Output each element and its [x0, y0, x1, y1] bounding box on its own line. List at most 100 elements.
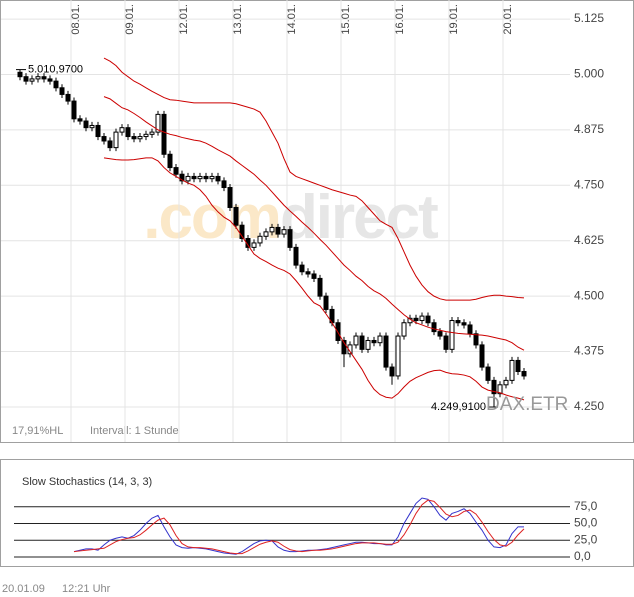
candle-body [53, 80, 59, 89]
candle-body [473, 333, 479, 346]
candle-body [47, 78, 53, 82]
candle-body [509, 359, 515, 381]
candle-body [227, 187, 233, 208]
candle-body [137, 136, 143, 140]
x-tick-label: 14.01. [286, 4, 298, 35]
y-tick-label: 4.875 [574, 122, 604, 136]
candle-body [233, 206, 239, 226]
candle-body [197, 175, 203, 180]
candle-body [263, 231, 269, 237]
candle-body [131, 136, 137, 140]
candle-body [359, 335, 365, 350]
candle-body [35, 76, 41, 80]
symbol-label: DAX.ETR [486, 394, 568, 415]
y-tick-label: 4.375 [574, 344, 604, 358]
candle-body [101, 136, 107, 142]
candle-body [431, 322, 437, 333]
candle-body [377, 335, 383, 344]
candle-body [209, 175, 215, 180]
candle-body [143, 133, 149, 138]
candle-body [425, 315, 431, 324]
y-tick-label: 4.625 [574, 233, 604, 247]
y-tick-label: 5.125 [574, 11, 604, 25]
x-tick-label: 16.01. [394, 4, 406, 35]
candle-body [311, 273, 317, 279]
candle-body [119, 127, 125, 133]
candle-body [251, 242, 257, 248]
candle-body [317, 277, 323, 297]
candle-body [299, 264, 305, 273]
stochastic-title: Slow Stochastics (14, 3, 3) [22, 476, 152, 488]
x-tick-label: 15.01. [340, 4, 352, 35]
candle-body [173, 167, 179, 175]
candle-body [437, 331, 443, 337]
candle-body [341, 339, 347, 355]
y-tick-label: 0,0 [574, 549, 591, 563]
candle-body [107, 140, 113, 149]
candle-body [179, 173, 185, 182]
candle-body [413, 317, 419, 322]
candle-body [29, 78, 35, 82]
candle-body [149, 131, 155, 135]
candle-body [23, 76, 29, 82]
candle-body [287, 229, 293, 248]
y-tick-label: 4.750 [574, 177, 604, 191]
y-tick-label: 25,0 [574, 532, 598, 546]
candle-body [155, 113, 161, 133]
candle-body [221, 180, 227, 189]
candle-body [89, 124, 95, 129]
candle-body [401, 322, 407, 337]
candle-body [257, 235, 263, 244]
series-line [103, 57, 525, 301]
watermark-part: direct [280, 183, 438, 252]
candle-body [365, 339, 371, 350]
y-tick-label: 50,0 [574, 516, 598, 530]
candle-body [485, 366, 491, 381]
candle-body [467, 324, 473, 335]
series-line [103, 96, 525, 351]
candle-body [239, 224, 245, 240]
candle-body [515, 359, 521, 373]
x-tick-label: 12.01. [178, 4, 190, 35]
candle-body [383, 335, 389, 368]
candle-body [305, 271, 311, 275]
candle-body [185, 175, 191, 182]
candle-body [479, 344, 485, 368]
candle-body [281, 229, 287, 235]
footer-date: 20.01.09 [2, 583, 45, 595]
candle-body [371, 339, 377, 344]
candle-body [497, 384, 503, 395]
candle-body [323, 295, 329, 310]
candle-body [269, 226, 275, 233]
x-tick-label: 08.01. [70, 4, 82, 35]
y-tick-label: 75,0 [574, 499, 598, 513]
x-tick-label: 09.01. [124, 4, 136, 35]
candle-body [125, 127, 131, 138]
candle-body [419, 315, 425, 322]
y-tick-label: 5.000 [574, 67, 604, 81]
y-tick-label: 4.500 [574, 288, 604, 302]
candle-body [461, 322, 467, 326]
stochastic-panel [0, 459, 634, 567]
y-tick-label: 4.250 [574, 399, 604, 413]
footer-time: 12:21 Uhr [62, 583, 111, 595]
interval-info: Intervall: 1 Stunde [90, 425, 179, 437]
candle-body [17, 71, 23, 78]
candle-body [203, 175, 209, 180]
range-info: 17,91%HL [12, 425, 63, 437]
candle-body [77, 118, 83, 122]
candle-body [161, 113, 167, 155]
candle-body [65, 93, 71, 102]
candle-body [191, 175, 197, 180]
x-tick-label: 13.01. [232, 4, 244, 35]
candle-body [449, 320, 455, 350]
candle-body [167, 153, 173, 169]
series-line [73, 499, 525, 555]
x-tick-label: 19.01. [448, 4, 460, 35]
candle-body [443, 335, 449, 350]
candle-body [389, 366, 395, 377]
candle-body [71, 100, 77, 120]
candle-body [83, 120, 89, 129]
x-tick-label: 20.01. [502, 4, 514, 35]
